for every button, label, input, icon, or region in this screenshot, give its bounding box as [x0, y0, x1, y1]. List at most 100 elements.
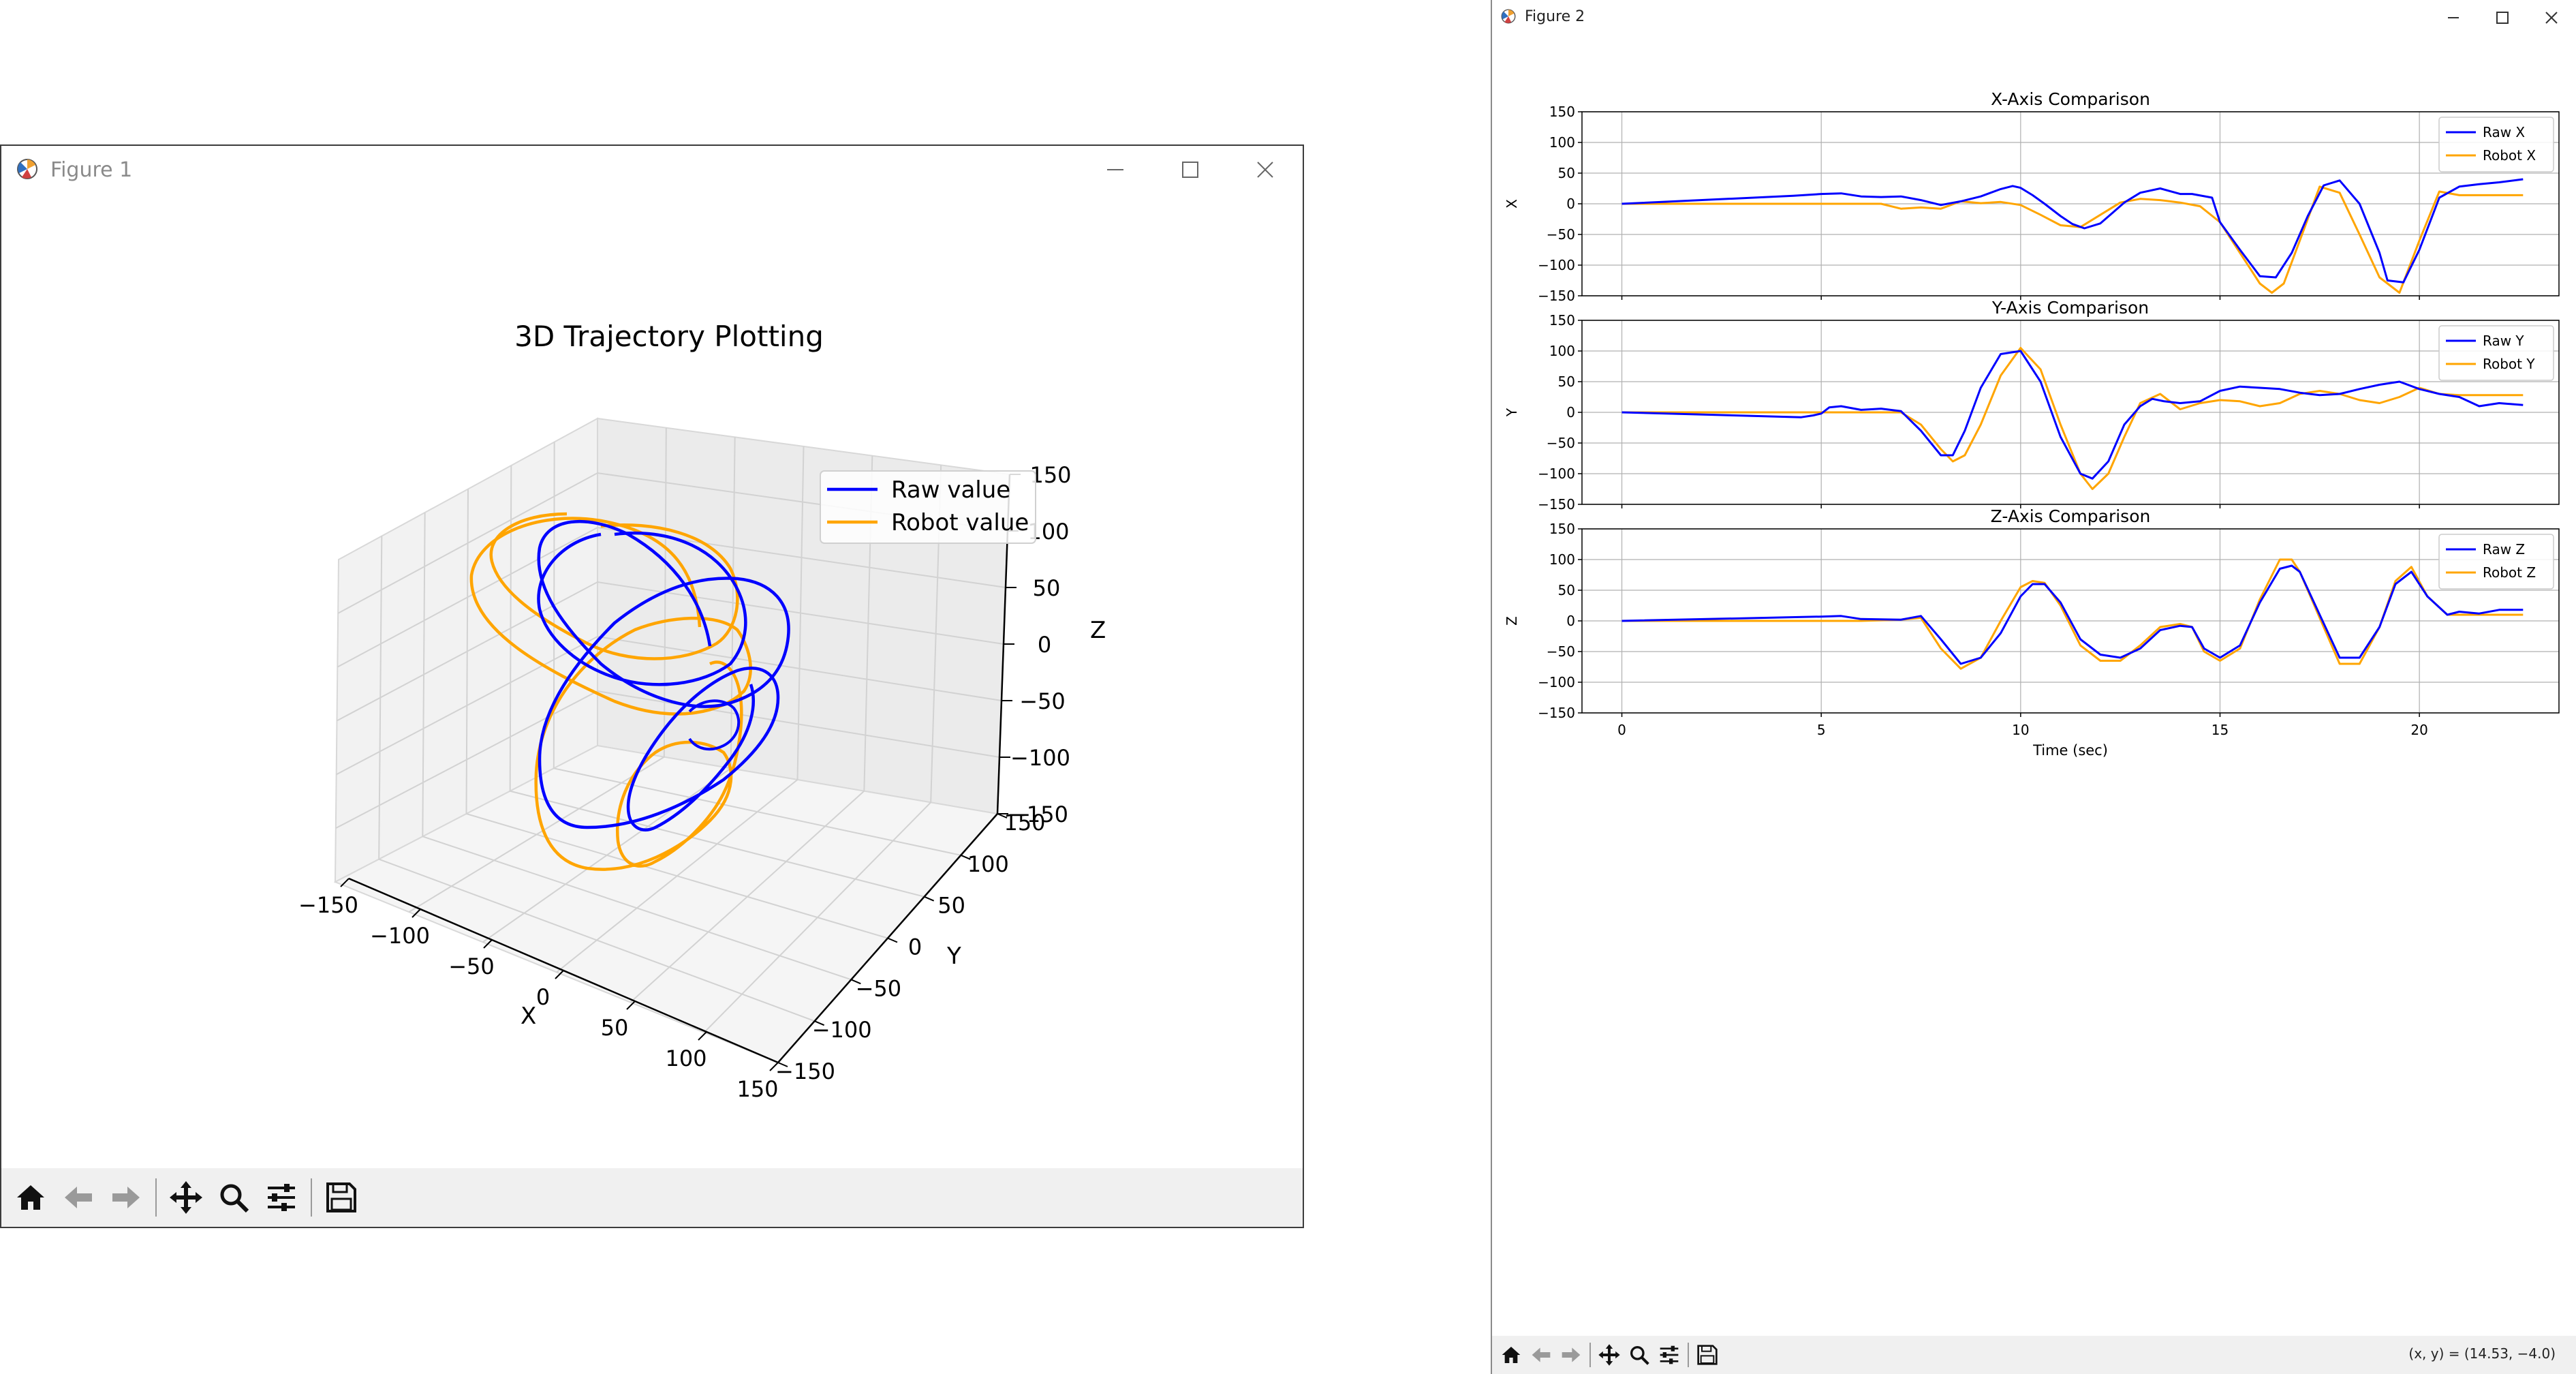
y-tick-label: 150	[1549, 521, 1575, 537]
y-tick-label: −150	[775, 1058, 835, 1084]
zoom-button[interactable]	[1624, 1339, 1654, 1371]
maximize-icon	[1182, 162, 1198, 178]
chart-title: 3D Trajectory Plotting	[514, 320, 824, 353]
legend-label: Raw Y	[2483, 333, 2524, 349]
maximize-icon	[2496, 12, 2509, 24]
robot-trajectory-line	[469, 517, 752, 871]
sliders-icon	[1660, 1345, 1679, 1364]
legend-label-robot: Robot value	[891, 509, 1029, 536]
maximize-button[interactable]	[1153, 146, 1228, 194]
floppy-disk-icon	[326, 1182, 356, 1212]
close-icon	[2545, 12, 2558, 24]
close-button[interactable]	[2527, 0, 2576, 35]
arrow-right-icon	[112, 1187, 140, 1208]
legend-label: Robot Z	[2483, 564, 2536, 581]
subplot-x-axis: 150 100 50 0 −50 −100 −150 X-Axis Comparison X Ra…	[1504, 89, 2560, 304]
configure-subplots-button[interactable]	[1654, 1339, 1684, 1371]
y-axis-label: X	[1504, 199, 1520, 209]
figure2-titlebar[interactable]: Figure 2	[1492, 0, 2576, 35]
legend-label: Raw Z	[2483, 541, 2525, 558]
matplotlib-app-icon	[1501, 9, 1516, 24]
y-tick-label: −100	[1538, 257, 1575, 273]
trajectory-3d-plot[interactable]: 3D Trajectory Plotting −150−100−50050100…	[1, 194, 1303, 1170]
legend-label: Robot Y	[2483, 356, 2535, 372]
home-button[interactable]	[7, 1174, 55, 1221]
y-axis-label: Y	[1504, 408, 1520, 417]
y-tick-label: 150	[1549, 104, 1575, 120]
y-tick	[960, 854, 971, 860]
y-tick-label: 150	[1004, 810, 1045, 836]
y-tick-label: −50	[856, 975, 902, 1001]
back-button[interactable]	[55, 1174, 102, 1221]
x-tick-label: 20	[2410, 722, 2427, 738]
figure1-titlebar[interactable]: Figure 1	[1, 146, 1303, 194]
raw-trajectory-line	[537, 519, 790, 831]
series-robot-value	[469, 512, 752, 871]
subplot-y-axis: 150 100 50 0 −50 −100 −150 Y-Axis Comparison Y Ra…	[1504, 298, 2560, 513]
window-title: Figure 1	[50, 158, 133, 182]
x-tick-label: 50	[601, 1015, 629, 1041]
raw-trajectory-loop	[537, 531, 747, 686]
subplot-title: Y-Axis Comparison	[1991, 298, 2149, 318]
legend-label: Raw X	[2483, 124, 2525, 140]
magnifier-icon	[1630, 1346, 1649, 1365]
y-tick-label: 50	[937, 893, 965, 919]
x-axis-label: X	[521, 1003, 536, 1030]
back-button[interactable]	[1526, 1339, 1556, 1371]
y-tick-label: −50	[1547, 643, 1575, 660]
legend-box	[2438, 534, 2554, 590]
arrow-left-icon	[65, 1187, 92, 1208]
toolbar-separator	[155, 1178, 157, 1217]
x-tick	[412, 909, 421, 918]
move-arrows-icon	[1598, 1344, 1620, 1366]
close-icon	[1257, 162, 1273, 178]
y-tick-label: 100	[1549, 134, 1575, 151]
y-tick-label: 100	[1549, 343, 1575, 359]
x-tick-label: −150	[298, 892, 358, 918]
home-button[interactable]	[1496, 1339, 1526, 1371]
x-tick	[769, 1062, 779, 1071]
pan-button[interactable]	[1594, 1339, 1624, 1371]
minimize-icon	[2448, 17, 2459, 18]
minimize-button[interactable]	[1078, 146, 1153, 194]
figure1-toolbar	[1, 1168, 1303, 1227]
pan-button[interactable]	[162, 1174, 210, 1221]
x-tick	[483, 939, 493, 949]
x-tick	[340, 878, 350, 887]
legend: Raw Z Robot Z	[2438, 534, 2554, 590]
save-button[interactable]	[1692, 1339, 1722, 1371]
series-raw-value	[537, 519, 790, 831]
grid-lines	[335, 427, 1008, 1033]
legend-box	[2438, 117, 2554, 172]
subplot-title: Z-Axis Comparison	[1991, 506, 2151, 526]
y-tick-label: 100	[1549, 551, 1575, 568]
arrow-left-icon	[1532, 1347, 1551, 1362]
zoom-button[interactable]	[210, 1174, 258, 1221]
toolbar-separator	[311, 1178, 312, 1217]
magnifier-icon	[220, 1184, 249, 1213]
x-tick-label: 100	[665, 1045, 707, 1071]
forward-button[interactable]	[1556, 1339, 1586, 1371]
chart-legend: Raw value Robot value	[820, 470, 1036, 544]
y-tick-label: −150	[1538, 705, 1575, 721]
forward-button[interactable]	[102, 1174, 150, 1221]
x-tick	[698, 1031, 707, 1041]
plot-frame	[1581, 111, 2560, 296]
configure-subplots-button[interactable]	[258, 1174, 305, 1221]
minimize-button[interactable]	[2429, 0, 2478, 35]
x-tick-label: 0	[536, 984, 550, 1010]
figure1-window: Figure 1 3D Trajectory Plotting −150 −100…	[0, 144, 1304, 1228]
close-button[interactable]	[1228, 146, 1303, 194]
y-tick-label: 0	[908, 934, 922, 960]
y-tick	[777, 1062, 788, 1067]
x-tick-label: 0	[1617, 722, 1626, 738]
x-tick-label: 150	[736, 1076, 778, 1102]
grid-line-y	[553, 442, 961, 856]
maximize-button[interactable]	[2478, 0, 2527, 35]
home-icon	[17, 1185, 44, 1210]
raw-trajectory-inner	[688, 699, 741, 751]
y-axis-label: Z	[1504, 616, 1520, 626]
x-axis-label: Time (sec)	[2032, 742, 2108, 759]
save-button[interactable]	[317, 1174, 365, 1221]
